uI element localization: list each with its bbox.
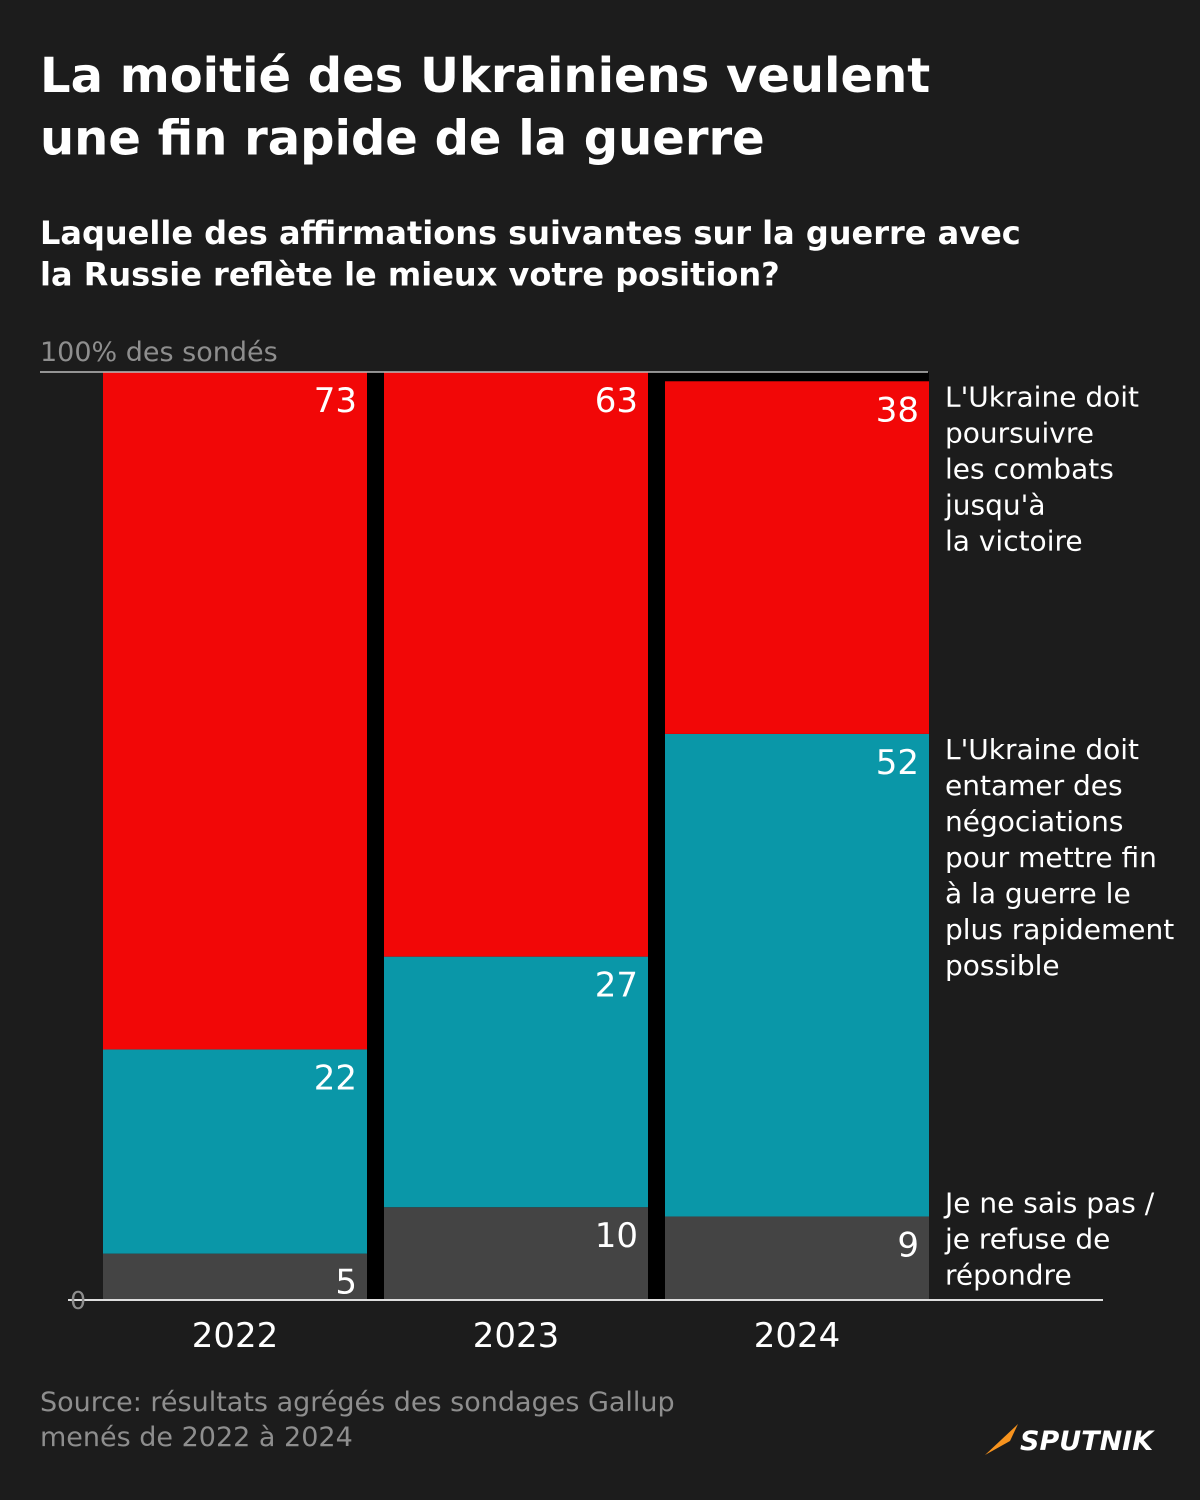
value-label: 73 (314, 381, 357, 421)
y-tick-label: 0 (70, 1286, 86, 1315)
bar-segment (103, 1253, 367, 1300)
legend-label: Je ne sais pas / je refuse de répondre (943, 1186, 1155, 1291)
bar-segment (384, 372, 648, 957)
y-tick-label: 100% des sondés (40, 337, 278, 368)
bar-segment (665, 733, 929, 1217)
bar-segment (103, 372, 367, 1050)
x-tick-label: 2022 (192, 1316, 279, 1356)
chart-subtitle: Laquelle des affirmations suivantes sur … (40, 214, 1021, 294)
logo: SPUTNIK (1020, 1426, 1155, 1457)
legend-label: L'Ukraine doit poursuivre les combats jusqu… (944, 380, 1139, 557)
value-label: 63 (595, 381, 638, 421)
x-tick-label: 2023 (473, 1316, 560, 1356)
value-label: 5 (335, 1263, 357, 1303)
value-label: 52 (876, 743, 919, 783)
value-label: 9 (897, 1225, 919, 1265)
legend-label: L'Ukraine doit entamer des négociations pou… (945, 733, 1174, 982)
source: Source: résultats agrégés des sondages G… (40, 1387, 675, 1453)
value-label: 22 (314, 1058, 357, 1098)
x-tick-label: 2024 (754, 1316, 841, 1356)
bar-segment (665, 1216, 929, 1300)
bar-segment (103, 1049, 367, 1254)
logo-icon (985, 1424, 1018, 1455)
value-label: 38 (876, 390, 919, 430)
value-label: 27 (595, 966, 638, 1006)
chart-title: La moitié des Ukrainiens veulent une fin … (40, 48, 930, 166)
bar-segment (384, 1207, 648, 1300)
bar-segment (384, 956, 648, 1208)
bar-segment (665, 381, 929, 734)
value-label: 10 (595, 1216, 638, 1256)
